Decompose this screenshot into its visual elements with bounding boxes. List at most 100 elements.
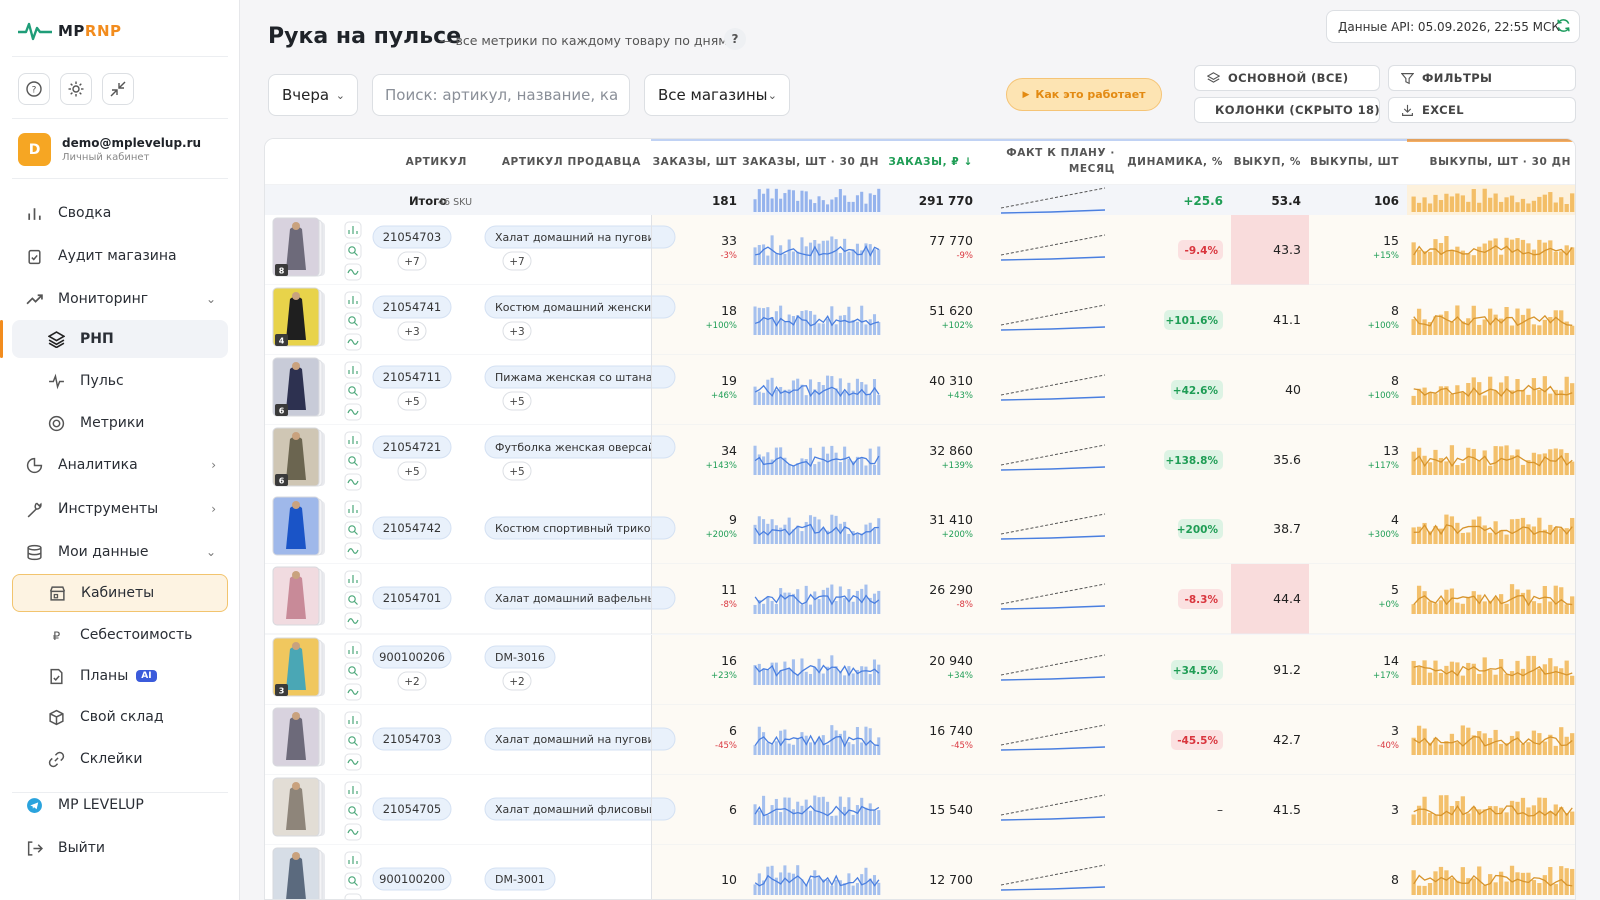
column-header[interactable]: ЗАКАЗЫ, ШТ · 30 ДН bbox=[742, 156, 879, 168]
theme-button[interactable] bbox=[60, 73, 92, 105]
sidebar-item[interactable]: Аналитика › bbox=[12, 446, 228, 484]
chart-icon[interactable] bbox=[344, 361, 362, 379]
chart-icon[interactable] bbox=[344, 570, 362, 588]
seller-article-pill[interactable]: Костюм спортивный трикотажный bbox=[484, 516, 697, 540]
help-button[interactable]: ? bbox=[18, 73, 50, 105]
seller-article-pill[interactable]: DM-3016 bbox=[484, 645, 556, 669]
how-it-works-button[interactable]: ▶ Как это работает bbox=[1006, 78, 1162, 111]
chart-icon[interactable] bbox=[344, 500, 362, 518]
table-row[interactable]: 6 21054711 +5 Пижама женская со штанами +5 19… bbox=[265, 355, 1576, 426]
column-header[interactable]: ДИНАМИКА, % bbox=[1127, 156, 1223, 168]
shop-select[interactable]: Все магазины ⌄ bbox=[644, 74, 790, 116]
seller-article-pill[interactable]: Футболка женская оверсайз bbox=[484, 435, 676, 459]
product-thumbnail[interactable] bbox=[272, 566, 325, 626]
sidebar-item[interactable]: РНП bbox=[0, 320, 228, 358]
filters-button[interactable]: ФИЛЬТРЫ bbox=[1388, 65, 1576, 91]
product-thumbnail[interactable] bbox=[272, 287, 325, 347]
seller-article-pill[interactable]: Халат домашний на пуговицах bbox=[484, 727, 676, 751]
sidebar-item[interactable]: Свой склад bbox=[12, 698, 228, 736]
trend-icon[interactable] bbox=[344, 893, 362, 900]
seller-article-pill[interactable]: Халат домашний на пуговицах bbox=[484, 225, 676, 249]
seller-more-pill[interactable]: +5 bbox=[502, 391, 532, 411]
chart-icon[interactable] bbox=[344, 291, 362, 309]
sidebar-item[interactable]: Склейки bbox=[12, 740, 228, 778]
article-pill[interactable]: 900100200 bbox=[372, 867, 452, 891]
search-input[interactable] bbox=[372, 74, 630, 116]
sidebar-item[interactable]: ₽ Себестоимость bbox=[12, 616, 228, 654]
user-profile[interactable]: D demo@mplevelup.ru Личный кабинет bbox=[18, 133, 201, 166]
column-header[interactable]: ВЫКУПЫ, ШТ bbox=[1310, 156, 1399, 168]
refresh-icon[interactable] bbox=[1556, 18, 1571, 36]
search-icon[interactable] bbox=[344, 732, 362, 750]
period-select[interactable]: Вчера ⌄ bbox=[268, 74, 358, 116]
table-row[interactable]: 21054703 Халат домашний на пуговицах 6 -45%… bbox=[265, 705, 1576, 776]
product-thumbnail[interactable] bbox=[272, 637, 325, 697]
trend-icon[interactable] bbox=[344, 612, 362, 630]
article-pill[interactable]: 21054701 bbox=[372, 586, 452, 610]
chart-icon[interactable] bbox=[344, 431, 362, 449]
product-thumbnail[interactable] bbox=[272, 217, 325, 277]
logo[interactable]: MP RNP bbox=[18, 20, 122, 42]
search-icon[interactable] bbox=[344, 802, 362, 820]
article-more-pill[interactable]: +5 bbox=[397, 391, 427, 411]
trend-icon[interactable] bbox=[344, 683, 362, 701]
article-pill[interactable]: 21054705 bbox=[372, 797, 452, 821]
seller-more-pill[interactable]: +5 bbox=[502, 461, 532, 481]
search-icon[interactable] bbox=[344, 382, 362, 400]
column-header[interactable]: ФАКТ К ПЛАНУ · bbox=[1006, 147, 1115, 159]
seller-article-pill[interactable]: Костюм домашний женский bbox=[484, 295, 676, 319]
trend-icon[interactable] bbox=[344, 333, 362, 351]
article-more-pill[interactable]: +5 bbox=[397, 461, 427, 481]
column-header[interactable]: ЗАКАЗЫ, ₽ ↓ bbox=[888, 156, 973, 168]
chart-icon[interactable] bbox=[344, 641, 362, 659]
seller-article-pill[interactable]: Пижама женская со штанами bbox=[484, 365, 676, 389]
sidebar-item[interactable]: Пульс bbox=[12, 362, 228, 400]
seller-article-pill[interactable]: Халат домашний флисовый bbox=[484, 797, 676, 821]
telegram-link[interactable]: MP LEVELUP bbox=[12, 786, 228, 824]
trend-icon[interactable] bbox=[344, 542, 362, 560]
seller-article-pill[interactable]: DM-3001 bbox=[484, 867, 556, 891]
trend-icon[interactable] bbox=[344, 473, 362, 491]
product-thumbnail[interactable] bbox=[272, 777, 325, 837]
chart-icon[interactable] bbox=[344, 711, 362, 729]
columns-button[interactable]: КОЛОНКИ (СКРЫТО 18) bbox=[1194, 97, 1380, 123]
table-row[interactable]: 900100200 DM-3001 10 12 700 8 bbox=[265, 845, 1576, 900]
product-thumbnail[interactable] bbox=[272, 427, 325, 487]
column-header[interactable]: АРТИКУЛ bbox=[406, 156, 467, 168]
chart-icon[interactable] bbox=[344, 851, 362, 869]
seller-more-pill[interactable]: +2 bbox=[502, 671, 532, 691]
search-icon[interactable] bbox=[344, 452, 362, 470]
article-pill[interactable]: 21054742 bbox=[372, 516, 452, 540]
table-row[interactable]: 4 21054741 +3 Костюм домашний женский +3 18 +1… bbox=[265, 285, 1576, 356]
product-thumbnail[interactable] bbox=[272, 357, 325, 417]
seller-article-pill[interactable]: Халат домашний вафельный bbox=[484, 586, 676, 610]
trend-icon[interactable] bbox=[344, 263, 362, 281]
column-header[interactable]: ВЫКУП, % bbox=[1234, 156, 1301, 168]
search-icon[interactable] bbox=[344, 312, 362, 330]
article-pill[interactable]: 21054711 bbox=[372, 365, 452, 389]
article-more-pill[interactable]: +3 bbox=[397, 321, 427, 341]
search-icon[interactable] bbox=[344, 662, 362, 680]
article-more-pill[interactable]: +7 bbox=[397, 251, 427, 271]
sidebar-item[interactable]: Кабинеты bbox=[12, 574, 228, 612]
sidebar-item[interactable]: Сводка bbox=[12, 194, 228, 232]
column-header[interactable]: ВЫКУПЫ, ШТ · 30 ДН bbox=[1429, 156, 1571, 168]
trend-icon[interactable] bbox=[344, 403, 362, 421]
column-header[interactable]: АРТИКУЛ ПРОДАВЦА bbox=[502, 156, 641, 168]
collapse-button[interactable] bbox=[102, 73, 134, 105]
search-icon[interactable] bbox=[344, 591, 362, 609]
product-thumbnail[interactable] bbox=[272, 496, 325, 556]
article-pill[interactable]: 900100206 bbox=[372, 645, 452, 669]
article-pill[interactable]: 21054703 bbox=[372, 727, 452, 751]
sidebar-item[interactable]: Планы AI bbox=[12, 657, 228, 695]
sidebar-item[interactable]: Инструменты › bbox=[12, 490, 228, 528]
article-pill[interactable]: 21054703 bbox=[372, 225, 452, 249]
sidebar-item[interactable]: Аудит магазина bbox=[12, 237, 228, 275]
column-header[interactable]: ЗАКАЗЫ, ШТ bbox=[653, 156, 738, 168]
table-row[interactable]: 6 21054721 +5 Футболка женская оверсайз +5 34… bbox=[265, 425, 1576, 496]
search-icon[interactable] bbox=[344, 521, 362, 539]
seller-more-pill[interactable]: +7 bbox=[502, 251, 532, 271]
main-view-button[interactable]: ОСНОВНОЙ (ВСЕ) bbox=[1194, 65, 1380, 91]
search-icon[interactable] bbox=[344, 242, 362, 260]
table-row[interactable]: 3 900100206 +2 DM-3016 +2 16 +23% 20 940 +34% +34… bbox=[265, 635, 1576, 706]
